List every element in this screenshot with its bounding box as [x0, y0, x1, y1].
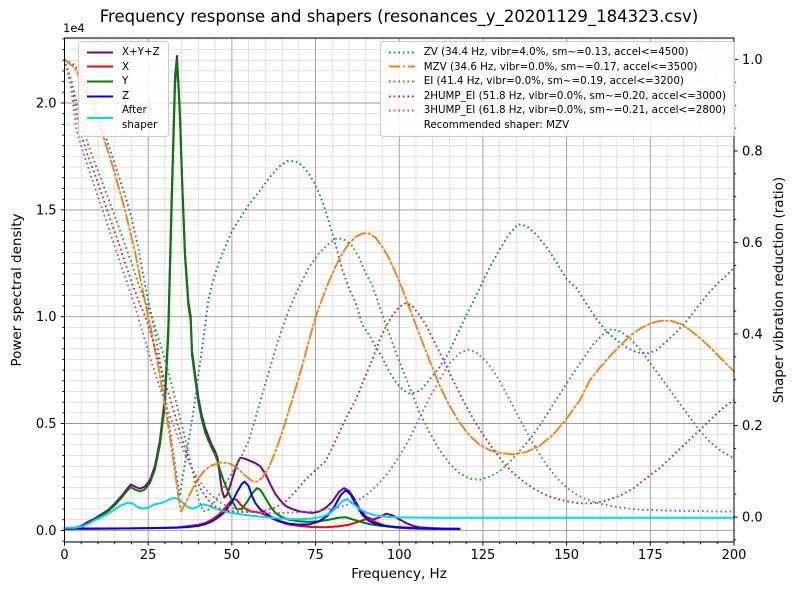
legend-line-sample: [87, 80, 113, 83]
legend-item-z: Z: [85, 89, 160, 104]
svg-text:175: 175: [638, 548, 663, 563]
legend-item-mzv: MZV (34.6 Hz, vibr=0.0%, sm~=0.17, accel…: [387, 60, 726, 75]
svg-text:25: 25: [140, 548, 157, 563]
svg-text:2.0: 2.0: [36, 97, 57, 112]
legend-item-zv: ZV (34.4 Hz, vibr=4.0%, sm~=0.13, accel<…: [387, 45, 726, 60]
legend-line-sample: [87, 51, 113, 54]
y-axis-label-right: Shaper vibration reduction (ratio): [771, 176, 787, 404]
curve-ei: [63, 59, 735, 513]
svg-text:125: 125: [471, 548, 496, 563]
psd-curves: [63, 55, 735, 531]
legend-label: 3HUMP_EI (61.8 Hz, vibr=0.0%, sm~=0.21, …: [423, 104, 726, 117]
legend-label: EI (41.4 Hz, vibr=0.0%, sm~=0.19, accel<…: [423, 75, 684, 88]
legend-label: MZV (34.6 Hz, vibr=0.0%, sm~=0.17, accel…: [423, 60, 698, 73]
legend-psd: X+Y+Z X Y Z After shaper: [78, 41, 169, 137]
svg-text:75: 75: [307, 548, 324, 563]
legend-line-sample: [388, 65, 415, 68]
svg-text:50: 50: [224, 548, 241, 563]
svg-text:0.2: 0.2: [742, 419, 763, 434]
y-axis-multiplier: 1e4: [63, 21, 85, 35]
legend-label: ZV (34.4 Hz, vibr=4.0%, sm~=0.13, accel<…: [423, 46, 689, 58]
legend-item-ei: EI (41.4 Hz, vibr=0.0%, sm~=0.19, accel<…: [387, 74, 726, 89]
svg-text:0.8: 0.8: [742, 145, 763, 160]
x-axis-label: Frequency, Hz: [351, 566, 447, 582]
y-axis-label-left: Power spectral density: [9, 213, 25, 367]
curve-mzv: [63, 58, 735, 513]
svg-text:100: 100: [387, 548, 412, 563]
legend-shapers: ZV (34.4 Hz, vibr=4.0%, sm~=0.13, accel<…: [379, 41, 735, 137]
svg-text:1.0: 1.0: [36, 310, 57, 325]
legend-line-sample: [388, 95, 415, 98]
legend-line-sample: [388, 51, 415, 54]
legend-label: After shaper: [122, 104, 158, 131]
legend-line-sample: [388, 109, 415, 112]
legend-line-sample: [388, 80, 415, 83]
legend-label: 2HUMP_EI (51.8 Hz, vibr=0.0%, sm~=0.20, …: [423, 89, 726, 102]
tick-marks: [60, 38, 738, 546]
legend-label: X: [122, 60, 130, 73]
curve-2hump-ei: [63, 59, 735, 513]
legend-label: Z: [122, 89, 130, 102]
svg-text:1.0: 1.0: [742, 53, 763, 68]
svg-text:0: 0: [60, 548, 68, 563]
legend-line-sample: [87, 65, 113, 68]
svg-text:0.5: 0.5: [36, 417, 57, 432]
legend-line-sample: [87, 95, 113, 98]
legend-recommended-shaper: Recommended shaper: MZV: [423, 118, 570, 131]
legend-item-sum: X+Y+Z: [85, 45, 160, 60]
svg-text:0.4: 0.4: [742, 328, 763, 343]
curve-3hump-ei: [63, 59, 734, 514]
curve-y: [63, 59, 461, 530]
legend-item-3hump-ei: 3HUMP_EI (61.8 Hz, vibr=0.0%, sm~=0.21, …: [387, 103, 726, 118]
svg-text:1.5: 1.5: [36, 203, 57, 218]
shaper-curves: [63, 58, 735, 514]
svg-text:0.0: 0.0: [742, 511, 763, 526]
svg-text:150: 150: [554, 548, 579, 563]
legend-item-x: X: [85, 60, 160, 75]
legend-label: X+Y+Z: [122, 46, 160, 58]
legend-item-after-shaper: After shaper: [85, 103, 160, 132]
svg-text:200: 200: [722, 548, 747, 563]
svg-text:0.6: 0.6: [742, 236, 763, 251]
chart-title: Frequency response and shapers (resonanc…: [99, 7, 699, 26]
legend-item-y: Y: [85, 74, 160, 89]
legend-line-sample: [87, 116, 113, 119]
svg-text:0.0: 0.0: [36, 524, 57, 539]
legend-label: Y: [122, 75, 129, 88]
tick-labels: 0 25 50 75 100 125 150 175 200 0.0 0.5 1.0 1.5 2.0 0.0…: [36, 53, 763, 563]
legend-item-2hump-ei: 2HUMP_EI (51.8 Hz, vibr=0.0%, sm~=0.20, …: [387, 89, 726, 104]
curve-after-shaper: [63, 496, 735, 529]
